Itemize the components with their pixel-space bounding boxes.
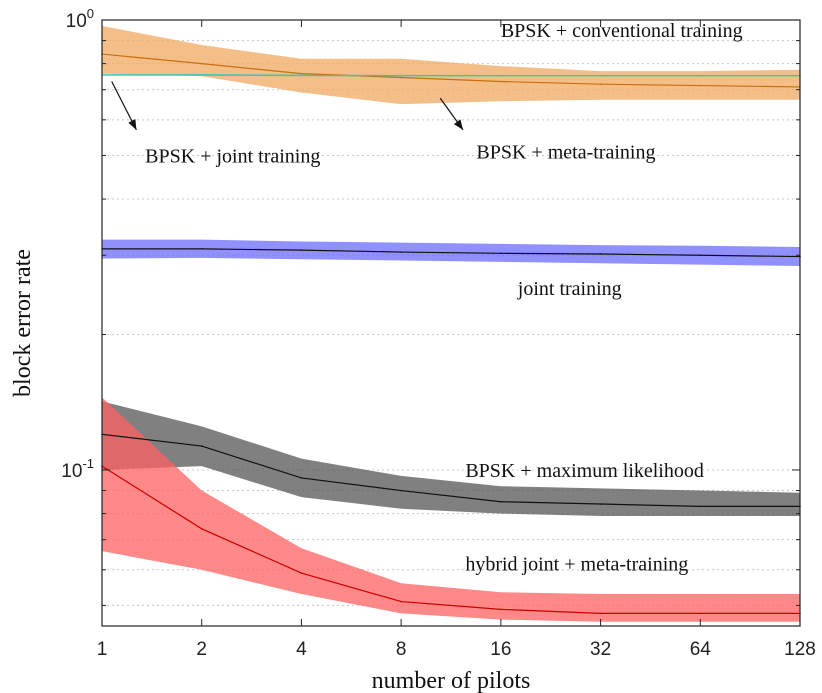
annotation-label: BPSK + conventional training — [501, 20, 743, 42]
annotation-label: joint training — [517, 278, 622, 300]
series-4-point — [699, 612, 702, 615]
series-3-point — [599, 503, 602, 505]
annotation-layer: BPSK + conventional training BPSK + joint… — [111, 20, 743, 575]
x-axis-label: number of pilots — [372, 668, 531, 693]
line-layer — [101, 53, 801, 615]
x-tick-label: 64 — [690, 639, 712, 660]
x-tick-label: 2 — [196, 639, 207, 660]
series-0-point — [300, 72, 303, 75]
series-4-point — [500, 608, 502, 611]
series-2-point — [599, 253, 602, 255]
plot-frame — [101, 19, 801, 627]
series-1-point — [699, 74, 702, 77]
y-tick-label: 10-1 — [61, 456, 94, 482]
series-0-point — [500, 80, 502, 83]
series-2-point — [400, 251, 402, 253]
x-tick-label: 128 — [784, 639, 816, 660]
series-4-point — [300, 572, 303, 574]
x-tick-label: 1 — [97, 639, 108, 660]
annotation-label: BPSK + meta-training — [476, 142, 655, 164]
band-layer — [102, 25, 800, 622]
series-1-point — [500, 74, 502, 77]
series-2-point — [500, 252, 502, 255]
series-3-point — [400, 489, 402, 492]
x-tick-label: 32 — [590, 639, 611, 660]
series-3-line — [101, 433, 800, 507]
series-4-line — [101, 465, 800, 614]
series-1-point — [200, 74, 203, 76]
series-0-line — [101, 53, 801, 88]
x-tick-label: 4 — [296, 639, 307, 660]
series-1-point — [400, 74, 402, 77]
series-3-point — [699, 505, 702, 508]
series-1-line — [102, 74, 800, 77]
annotation-label: BPSK + joint training — [145, 145, 320, 167]
y-tick-label: 100 — [66, 6, 94, 32]
y-axis-label: block error rate — [10, 249, 36, 397]
x-tick-layer: 1 2 4 8 16 32 64 128 — [97, 20, 816, 660]
y-tick-layer: 100 10-1 — [61, 6, 800, 606]
series-3-point — [200, 445, 203, 447]
series-1-point — [300, 74, 303, 77]
series-3-point — [500, 500, 502, 503]
annotation-arrowhead — [453, 119, 464, 130]
series-0-point — [400, 76, 402, 79]
series-0-point — [200, 62, 203, 65]
series-2-point — [300, 249, 303, 251]
annotation-arrowhead — [128, 119, 137, 130]
series-4-band — [102, 397, 800, 622]
series-0-point — [699, 84, 702, 87]
annotation-label: BPSK + maximum likelihood — [465, 460, 704, 482]
series-4-point — [400, 600, 402, 603]
annotation-label: hybrid joint + meta-training — [465, 553, 688, 575]
series-1-point — [599, 74, 602, 77]
x-tick-label: 16 — [490, 639, 511, 660]
series-0-point — [599, 83, 602, 85]
series-2-point — [200, 248, 203, 250]
series-4-point — [200, 528, 203, 530]
series-3-band — [102, 401, 800, 517]
series-3-point — [300, 477, 303, 479]
series-2-point — [699, 254, 702, 257]
series-4-point — [599, 612, 602, 615]
series-2-line — [102, 248, 801, 258]
x-tick-label: 8 — [396, 639, 407, 660]
